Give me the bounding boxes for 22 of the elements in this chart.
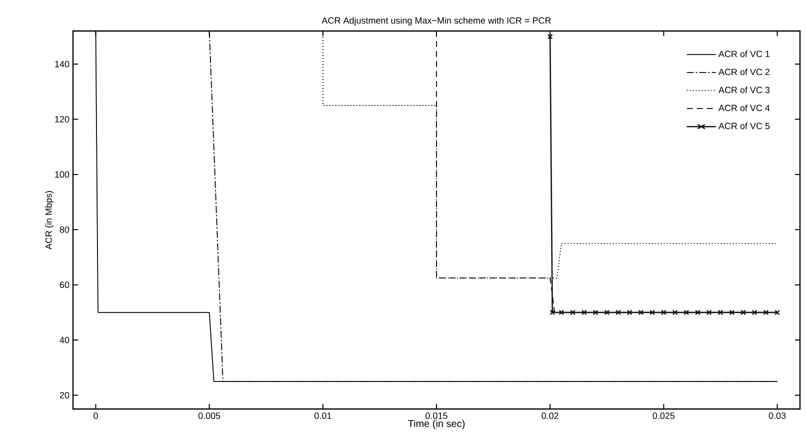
y-tick-label: 60: [60, 282, 70, 288]
y-tick-label: 40: [60, 336, 70, 344]
y-tick-label: 100: [55, 171, 70, 178]
chart-title: ACR Adjustment using Max−Min scheme with ICR = PCR: [322, 17, 551, 26]
x-tick-label: 0.02: [542, 412, 558, 419]
x-axis-title: Time (in sec): [408, 420, 465, 430]
x-tick-label: 0.005: [198, 412, 220, 419]
x-tick-label: 0.03: [768, 412, 786, 419]
x-tick-label: 0.015: [426, 412, 448, 419]
legend-label: ACR of VC 1: [718, 50, 770, 58]
x-tick-label: 0: [94, 412, 98, 419]
legend-label: ACR of VC 5: [718, 122, 770, 130]
y-tick-label: 120: [55, 116, 70, 122]
legend-label: ACR of VC 2: [718, 68, 770, 76]
y-tick-label: 20: [60, 392, 70, 398]
legend-label: ACR of VC 4: [718, 104, 770, 112]
legend-label: ACR of VC 3: [718, 86, 770, 94]
y-tick-label: 80: [60, 226, 70, 233]
x-tick-label: 0.01: [314, 412, 332, 419]
y-axis-title: ACR (in Mbps): [45, 191, 54, 250]
y-tick-label: 140: [55, 60, 70, 68]
x-tick-label: 0.025: [652, 412, 675, 419]
